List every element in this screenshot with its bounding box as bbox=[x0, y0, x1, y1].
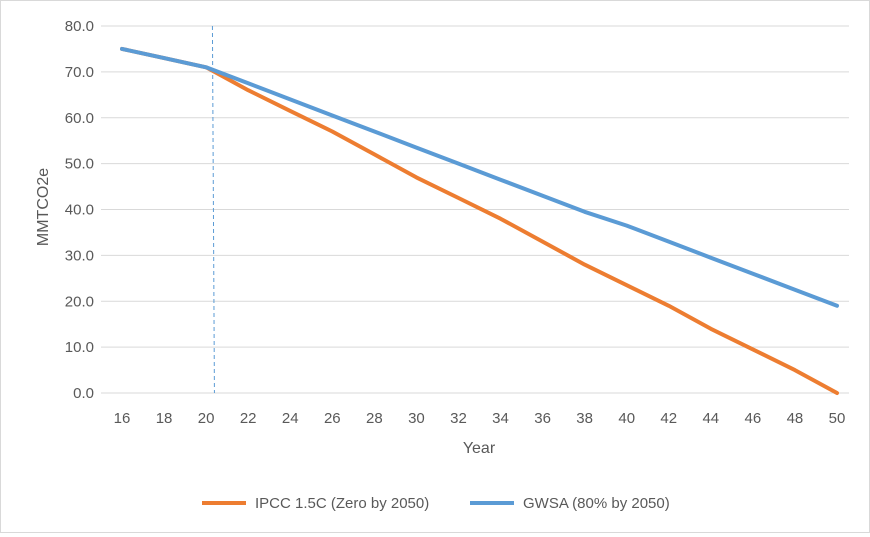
y-axis-tick-labels: 0.0 10.0 20.0 30.0 40.0 50.0 60.0 70.0 80.0 bbox=[65, 18, 94, 402]
legend-label-1: GWSA (80% by 2050) bbox=[523, 495, 670, 512]
reference-line bbox=[211, 25, 215, 394]
x-tick-label-14: 44 bbox=[702, 410, 719, 427]
x-tick-label-1: 18 bbox=[156, 410, 173, 427]
x-tick-label-4: 24 bbox=[282, 410, 299, 427]
legend: IPCC 1.5C (Zero by 2050) GWSA (80% by 205… bbox=[202, 495, 670, 512]
x-tick-label-6: 28 bbox=[366, 410, 383, 427]
legend-label-0: IPCC 1.5C (Zero by 2050) bbox=[255, 495, 429, 512]
x-tick-label-11: 38 bbox=[576, 410, 593, 427]
y-tick-label-5: 50.0 bbox=[65, 156, 94, 173]
y-tick-label-0: 0.0 bbox=[73, 385, 94, 402]
series-line-0 bbox=[120, 46, 839, 395]
y-tick-label-1: 10.0 bbox=[65, 339, 94, 356]
x-tick-label-0: 16 bbox=[114, 410, 131, 427]
x-tick-label-2: 20 bbox=[198, 410, 215, 427]
x-tick-label-10: 36 bbox=[534, 410, 551, 427]
x-tick-label-3: 22 bbox=[240, 410, 257, 427]
x-tick-label-16: 48 bbox=[787, 410, 804, 427]
x-tick-label-15: 46 bbox=[745, 410, 762, 427]
y-tick-label-4: 40.0 bbox=[65, 202, 94, 219]
series-lines bbox=[120, 46, 839, 395]
series-line-1 bbox=[120, 46, 839, 308]
y-axis-title: MMTCO2e bbox=[35, 168, 52, 246]
x-axis-title: Year bbox=[463, 440, 496, 457]
x-tick-label-9: 34 bbox=[492, 410, 509, 427]
reference-line-group bbox=[211, 25, 215, 394]
x-axis-tick-labels: 16 18 20 22 24 26 28 30 32 34 36 38 40 42 44 46 48 50 bbox=[114, 410, 846, 427]
x-tick-label-7: 30 bbox=[408, 410, 425, 427]
y-tick-label-2: 20.0 bbox=[65, 293, 94, 310]
gridlines bbox=[101, 25, 849, 394]
x-tick-label-17: 50 bbox=[829, 410, 846, 427]
x-tick-label-5: 26 bbox=[324, 410, 341, 427]
x-tick-label-13: 42 bbox=[660, 410, 677, 427]
y-tick-label-8: 80.0 bbox=[65, 18, 94, 35]
x-tick-label-8: 32 bbox=[450, 410, 467, 427]
y-tick-label-7: 70.0 bbox=[65, 64, 94, 81]
y-tick-label-3: 30.0 bbox=[65, 247, 94, 264]
x-tick-label-12: 40 bbox=[618, 410, 635, 427]
y-tick-label-6: 60.0 bbox=[65, 110, 94, 127]
